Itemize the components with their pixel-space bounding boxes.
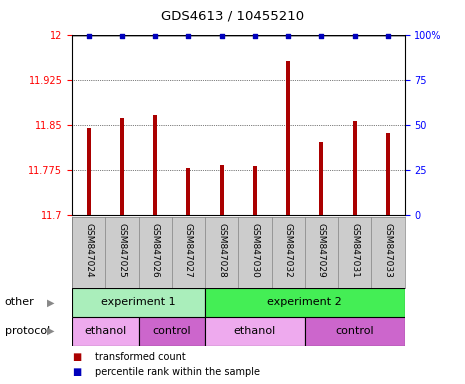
Bar <box>186 168 191 215</box>
Point <box>152 33 159 40</box>
Bar <box>153 114 157 215</box>
Text: experiment 1: experiment 1 <box>101 297 176 308</box>
Text: GSM847032: GSM847032 <box>284 223 292 277</box>
Text: protocol: protocol <box>5 326 50 336</box>
Point <box>318 33 325 40</box>
Text: GSM847033: GSM847033 <box>384 223 392 278</box>
Text: GSM847030: GSM847030 <box>251 223 259 278</box>
Text: GSM847028: GSM847028 <box>217 223 226 277</box>
Bar <box>72 317 139 346</box>
Text: transformed count: transformed count <box>95 352 186 362</box>
Point <box>285 33 292 40</box>
Text: ethanol: ethanol <box>84 326 126 336</box>
Point <box>251 33 259 40</box>
Bar <box>205 317 305 346</box>
Bar <box>286 61 290 215</box>
Text: control: control <box>335 326 374 336</box>
Point <box>384 33 392 40</box>
Text: ■: ■ <box>72 352 81 362</box>
Bar <box>319 142 324 215</box>
Text: ▶: ▶ <box>46 326 54 336</box>
Point <box>118 33 126 40</box>
Text: GSM847025: GSM847025 <box>118 223 126 277</box>
Point <box>185 33 192 40</box>
Bar <box>72 288 205 317</box>
Bar <box>352 121 357 215</box>
Text: GSM847024: GSM847024 <box>84 223 93 277</box>
Bar <box>305 317 405 346</box>
Text: control: control <box>153 326 191 336</box>
Text: other: other <box>5 297 34 308</box>
Text: ethanol: ethanol <box>234 326 276 336</box>
Bar <box>120 118 124 215</box>
Text: GDS4613 / 10455210: GDS4613 / 10455210 <box>161 10 304 23</box>
Text: ■: ■ <box>72 367 81 377</box>
Text: GSM847026: GSM847026 <box>151 223 159 277</box>
Bar <box>253 166 257 215</box>
Bar <box>386 133 390 215</box>
Text: ▶: ▶ <box>46 297 54 308</box>
Point <box>85 33 93 40</box>
Text: GSM847031: GSM847031 <box>350 223 359 278</box>
Bar <box>86 128 91 215</box>
Text: GSM847027: GSM847027 <box>184 223 193 277</box>
Text: GSM847029: GSM847029 <box>317 223 326 277</box>
Bar <box>205 288 405 317</box>
Bar <box>139 317 205 346</box>
Text: experiment 2: experiment 2 <box>267 297 342 308</box>
Point <box>218 33 226 40</box>
Point <box>351 33 359 40</box>
Text: percentile rank within the sample: percentile rank within the sample <box>95 367 260 377</box>
Bar <box>219 165 224 215</box>
